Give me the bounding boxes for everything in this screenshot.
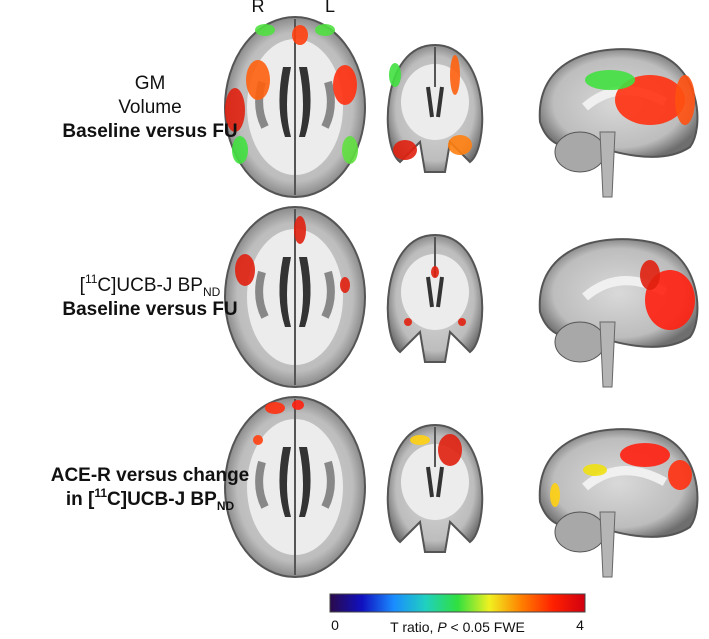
label-part: 11: [85, 272, 98, 286]
label-part: ACE-R versus change: [51, 465, 250, 486]
ventricle: [279, 257, 311, 327]
side-label: R: [252, 0, 265, 16]
activation: [431, 266, 439, 278]
ventricle: [279, 447, 311, 517]
brain-row: [224, 16, 699, 198]
activation: [246, 60, 270, 100]
activation: [450, 55, 460, 95]
activation: [225, 88, 245, 132]
label-part: C]UCB-J BP: [107, 489, 217, 510]
label-part: C]UCB-J BP: [97, 275, 203, 296]
activation: [389, 63, 401, 87]
caption-part: < 0.05 FWE: [447, 619, 525, 635]
label-part: Volume: [118, 97, 181, 118]
activation: [448, 135, 472, 155]
basal-ganglia: [255, 460, 335, 509]
activation: [640, 260, 660, 290]
colorbar-max: 4: [576, 617, 584, 633]
row-label: Baseline versus FU: [62, 299, 237, 320]
activation: [550, 483, 560, 507]
brain-row: [224, 396, 699, 578]
activation: [292, 25, 308, 45]
row-label: ACE-R versus change: [51, 465, 250, 486]
cerebellum: [554, 131, 606, 173]
activation: [292, 400, 304, 410]
side-label: L: [325, 0, 335, 16]
activation: [333, 65, 357, 105]
label-part: Baseline versus FU: [62, 121, 237, 142]
cerebellum: [554, 321, 606, 363]
label-part: GM: [135, 73, 166, 94]
activation: [393, 140, 417, 160]
activation: [342, 136, 358, 164]
activation: [675, 75, 695, 125]
ventricle: [426, 466, 444, 498]
activation: [235, 254, 255, 286]
colorbar-caption: T ratio, P < 0.05 FWE: [390, 619, 525, 635]
cerebellum: [554, 511, 606, 553]
activation: [294, 216, 306, 244]
row-label: in [11C]UCB-J BPND: [66, 486, 235, 513]
label-part: ND: [217, 499, 235, 513]
activation: [404, 318, 412, 326]
activation: [232, 136, 248, 164]
activation: [315, 24, 335, 36]
activation: [410, 435, 430, 445]
activation: [645, 270, 695, 330]
activation: [620, 443, 670, 467]
ventricle: [426, 276, 444, 308]
activation: [438, 434, 462, 466]
row-label: Volume: [118, 97, 181, 118]
label-part: [: [80, 275, 86, 296]
row-label: [11C]UCB-J BPND: [80, 272, 221, 299]
brainstem: [599, 321, 616, 388]
activation: [585, 70, 635, 90]
colorbar-min: 0: [331, 617, 339, 633]
brainstem: [599, 131, 616, 198]
corpus-callosum: [582, 466, 668, 491]
label-part: ND: [203, 285, 221, 299]
activation: [340, 277, 350, 293]
activation: [615, 75, 685, 125]
label-part: in [: [66, 489, 95, 510]
row-label: Baseline versus FU: [62, 121, 237, 142]
activation: [265, 402, 285, 414]
ventricle: [426, 86, 444, 118]
basal-ganglia: [255, 270, 335, 319]
activation: [253, 435, 263, 445]
activation: [458, 318, 466, 326]
activation: [668, 460, 692, 490]
colorbar: [329, 593, 586, 613]
caption-part: T ratio,: [390, 619, 437, 635]
white-matter: [401, 254, 469, 330]
caption-part: P: [437, 619, 447, 635]
label-part: 11: [94, 486, 107, 500]
brain-row: [224, 206, 699, 388]
activation: [583, 464, 607, 476]
ventricle: [279, 67, 311, 137]
activation: [255, 24, 275, 36]
brainstem: [599, 511, 616, 578]
row-label: GM: [135, 73, 166, 94]
label-part: Baseline versus FU: [62, 299, 237, 320]
